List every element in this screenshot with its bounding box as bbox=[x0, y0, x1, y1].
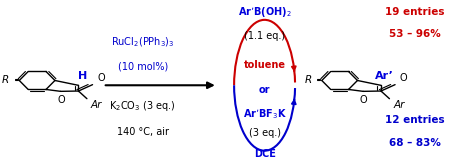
Text: O: O bbox=[57, 95, 65, 104]
Text: (10 mol%): (10 mol%) bbox=[118, 61, 168, 71]
Text: O: O bbox=[97, 73, 105, 83]
Text: 68 – 83%: 68 – 83% bbox=[389, 138, 441, 148]
Text: K$_2$CO$_3$ (3 eq.): K$_2$CO$_3$ (3 eq.) bbox=[109, 99, 176, 113]
Text: toluene: toluene bbox=[244, 60, 286, 70]
Text: R: R bbox=[2, 76, 9, 85]
Text: (1.1 eq.): (1.1 eq.) bbox=[244, 31, 285, 41]
Text: Ar’: Ar’ bbox=[375, 71, 394, 81]
Text: 12 entries: 12 entries bbox=[385, 115, 445, 125]
Text: DCE: DCE bbox=[254, 149, 275, 159]
Text: Ar: Ar bbox=[91, 100, 102, 110]
Text: 53 – 96%: 53 – 96% bbox=[389, 29, 440, 39]
Text: H: H bbox=[78, 71, 87, 81]
Text: O: O bbox=[360, 95, 367, 104]
Text: O: O bbox=[400, 73, 407, 83]
Text: or: or bbox=[259, 85, 270, 95]
Text: R: R bbox=[304, 76, 311, 85]
Text: 140 °C, air: 140 °C, air bbox=[117, 127, 169, 137]
Text: (3 eq.): (3 eq.) bbox=[248, 128, 281, 138]
Text: RuCl$_2$(PPh$_3$)$_3$: RuCl$_2$(PPh$_3$)$_3$ bbox=[111, 35, 174, 49]
Text: 19 entries: 19 entries bbox=[385, 7, 445, 17]
Text: Ar: Ar bbox=[393, 100, 405, 110]
Text: Ar’BF$_3$K: Ar’BF$_3$K bbox=[243, 107, 287, 121]
Text: Ar’B(OH)$_2$: Ar’B(OH)$_2$ bbox=[237, 5, 292, 19]
